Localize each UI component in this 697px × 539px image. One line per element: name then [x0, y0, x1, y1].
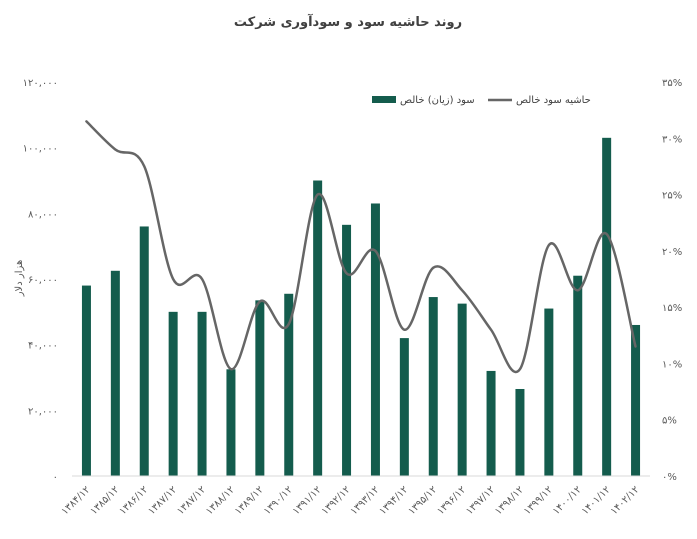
legend-label-line: حاشیه سود خالص [516, 95, 591, 106]
x-tick-label: ۱۴۰۲/۱۲ [609, 484, 642, 517]
x-tick-label: ۱۳۸۷/۱۲ [146, 484, 179, 517]
y-right-tick-label: ۳۵% [662, 78, 682, 89]
x-tick-label: ۱۳۹۰/۱۲ [262, 484, 295, 517]
bar [342, 224, 352, 476]
x-tick-label: ۱۳۹۲/۱۲ [320, 484, 353, 517]
bar [255, 300, 265, 476]
x-tick-label: ۱۳۹۳/۱۲ [349, 484, 382, 517]
x-tick-label: ۱۳۹۴/۱۲ [378, 484, 411, 517]
x-tick-label: ۱۳۹۷/۱۲ [464, 484, 497, 517]
x-tick-label: ۱۳۹۹/۱۲ [522, 484, 555, 517]
y-right-tick-label: ۲۵% [662, 191, 682, 202]
bar [399, 338, 409, 476]
x-tick-label: ۱۴۰۰/۱۲ [551, 484, 584, 517]
bar [110, 270, 120, 476]
y-right-tick-label: ۳۰% [662, 134, 682, 145]
bar [428, 297, 438, 476]
x-tick-label: ۱۴۰۱/۱۲ [580, 484, 613, 517]
bar [515, 388, 525, 476]
y-right-tick-label: ۰% [662, 472, 677, 483]
bar-series [81, 137, 641, 477]
y-axis-left: ۰ ۲۰,۰۰۰ ۴۰,۰۰۰ ۶۰,۰۰۰ ۸۰,۰۰۰ ۱۰۰,۰۰۰ ۱۲۰,۰۰۰ [23, 78, 58, 483]
margin-line [85, 120, 637, 374]
y-left-tick-label: ۴۰,۰۰۰ [28, 341, 58, 352]
y-right-tick-label: ۲۰% [662, 247, 682, 258]
bar [457, 303, 467, 476]
x-tick-label: ۱۳۹۵/۱۲ [406, 484, 439, 517]
x-tick-label: ۱۳۸۶/۱۲ [117, 484, 150, 517]
y-left-tick-label: ۰ [53, 472, 58, 483]
y-left-tick-label: ۲۰,۰۰۰ [28, 406, 58, 417]
y-left-tick-label: ۱۰۰,۰۰۰ [23, 144, 58, 155]
bar [370, 203, 380, 476]
y-axis-right: ۰% ۵% ۱۰% ۱۵% ۲۰% ۲۵% ۳۰% ۳۵% [662, 78, 682, 483]
y-right-tick-label: ۵% [662, 416, 677, 427]
x-tick-label: ۱۳۸۵/۱۲ [89, 484, 122, 517]
bar [544, 308, 554, 476]
x-tick-label: ۱۳۹۱/۱۲ [291, 484, 324, 517]
x-tick-label: ۱۳۸۷/۱۲ [175, 484, 208, 517]
y-left-tick-label: ۱۲۰,۰۰۰ [23, 78, 58, 89]
bar [168, 311, 178, 476]
x-tick-label: ۱۳۸۴/۱۲ [60, 484, 93, 517]
y-right-tick-label: ۱۰% [662, 359, 682, 370]
bar [81, 285, 91, 476]
bar [197, 311, 207, 476]
x-tick-label: ۱۳۹۶/۱۲ [435, 484, 468, 517]
legend: سود (زیان) خالص حاشیه سود خالص [372, 95, 591, 106]
bar [284, 293, 294, 476]
legend-label-bar: سود (زیان) خالص [400, 95, 475, 106]
legend-swatch-bar [372, 96, 396, 103]
bar [631, 324, 641, 476]
y-right-tick-label: ۱۵% [662, 303, 682, 314]
bar [573, 275, 583, 476]
bar [139, 226, 149, 476]
x-tick-label: ۱۳۸۸/۱۲ [204, 484, 237, 517]
y-left-tick-label: ۸۰,۰۰۰ [28, 209, 58, 220]
bar [313, 180, 323, 476]
y-left-tick-label: ۶۰,۰۰۰ [28, 275, 58, 286]
x-axis: ۱۳۸۴/۱۲۱۳۸۵/۱۲۱۳۸۶/۱۲۱۳۸۷/۱۲۱۳۸۷/۱۲۱۳۸۸/… [60, 484, 642, 517]
bar [226, 369, 236, 476]
x-tick-label: ۱۳۸۹/۱۲ [233, 484, 266, 517]
bar [602, 137, 612, 477]
x-tick-label: ۱۳۹۸/۱۲ [493, 484, 526, 517]
y-axis-label-left: هزار دلار [14, 260, 25, 298]
chart-title: روند حاشیه سود و سودآوری شرکت [234, 13, 462, 30]
bar [486, 370, 496, 476]
